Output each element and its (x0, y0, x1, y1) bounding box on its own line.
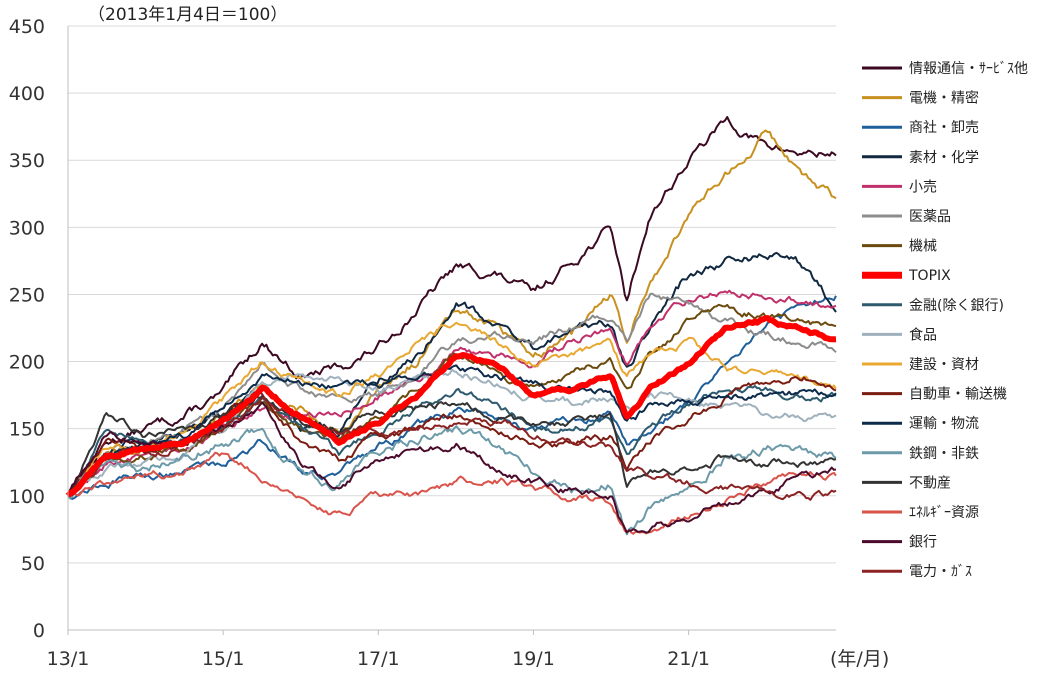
legend-label: 食品 (909, 326, 937, 343)
x-tick-label: 17/1 (357, 648, 400, 670)
legend-label: 鉄鋼・非鉄 (909, 446, 979, 462)
legend-label: 建設・資材 (909, 357, 979, 373)
legend-label: 自動車・輸送機 (909, 386, 1007, 403)
y-tick-label: 200 (9, 352, 45, 374)
legend-label: 電力・ｶﾞｽ (909, 564, 972, 580)
legend-label: 不動産 (909, 475, 951, 491)
x-tick-label: 19/1 (512, 648, 555, 670)
legend-label: 医薬品 (909, 209, 951, 225)
x-tick-label: 15/1 (202, 648, 245, 670)
legend-label: 機械 (909, 239, 937, 255)
y-tick-label: 0 (33, 620, 45, 642)
legend-label: 金融(除く銀行) (909, 298, 1004, 314)
legend-label: 小売 (909, 179, 937, 195)
series-line-0 (67, 116, 837, 497)
y-tick-label: 450 (9, 16, 45, 38)
y-tick-label: 50 (21, 553, 45, 575)
y-tick-label: 350 (9, 150, 45, 172)
legend-label: ｴﾈﾙｷﾞｰ資源 (909, 505, 979, 521)
legend-label: 銀行 (909, 535, 937, 551)
base-note: （2013年1月4日＝100） (88, 5, 287, 25)
series-line-10 (67, 321, 837, 497)
grid (68, 25, 836, 631)
y-tick-label: 100 (9, 486, 45, 508)
series-lines (65, 116, 837, 536)
series-line-3 (67, 251, 837, 497)
series-line-16 (67, 401, 837, 534)
x-axis: 13/1 15/1 17/1 19/1 21/1 (47, 630, 710, 670)
x-unit-label: (年/月) (830, 648, 889, 670)
x-tick-label: 21/1 (667, 648, 710, 670)
legend-label: 商社・卸売 (909, 120, 979, 136)
series-line-2 (67, 295, 837, 500)
legend-label: 電機・精密 (909, 90, 979, 107)
y-tick-label: 300 (9, 217, 45, 239)
y-tick-label: 400 (9, 83, 45, 105)
y-tick-label: 250 (9, 284, 45, 306)
x-tick-label: 13/1 (47, 648, 90, 670)
y-tick-label: 150 (9, 419, 45, 441)
series-line-7 (65, 315, 837, 498)
series-line-13 (67, 425, 837, 536)
series-line-15 (67, 451, 837, 535)
y-axis: 0 50 100 150 200 250 300 350 400 450 (9, 16, 69, 642)
legend-label: 素材・化学 (909, 150, 979, 166)
legend-label: TOPIX (908, 268, 951, 284)
series-line-14 (67, 396, 837, 497)
series-line-6 (67, 303, 837, 497)
legend-label: 情報通信・ｻｰﾋﾞｽ他 (909, 61, 1028, 77)
legend-label: 運輸・物流 (909, 416, 979, 432)
series-line-9 (67, 368, 837, 497)
